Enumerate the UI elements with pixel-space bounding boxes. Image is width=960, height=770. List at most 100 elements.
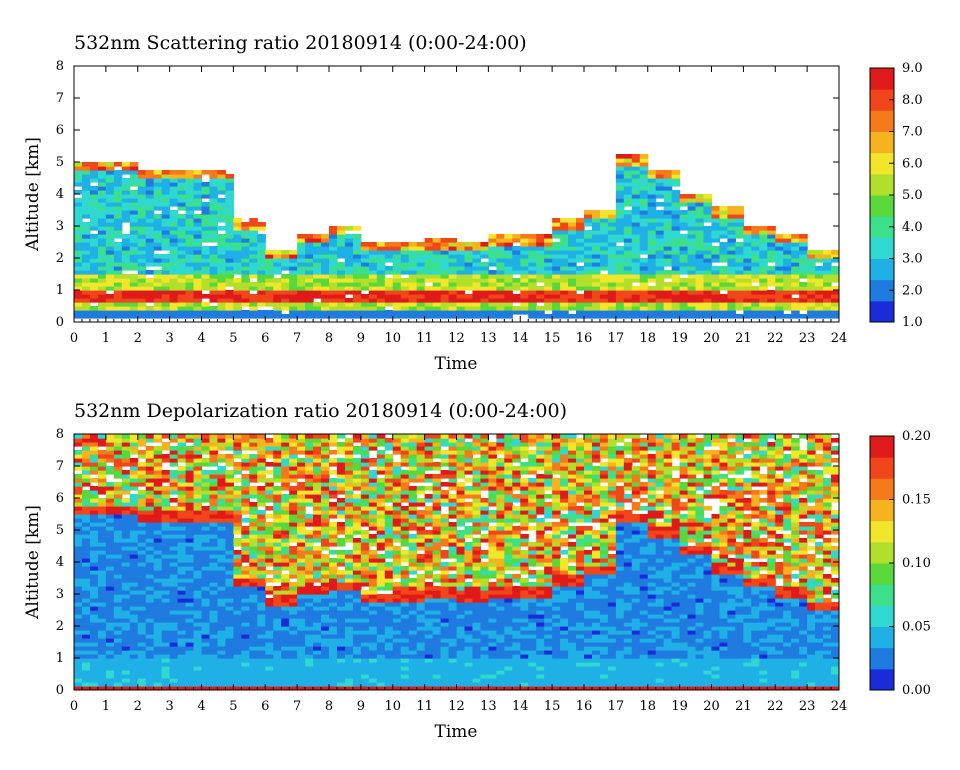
heatmap-cell — [591, 270, 601, 275]
heatmap-cell — [297, 438, 306, 443]
heatmap-cell — [289, 682, 298, 687]
heatmap-cell — [584, 314, 593, 319]
heatmap-cell — [344, 622, 354, 627]
heatmap-cell — [89, 542, 99, 547]
heatmap-cell — [289, 554, 298, 559]
heatmap-cell — [281, 446, 290, 451]
heatmap-cell — [456, 266, 466, 271]
heatmap-cell — [352, 650, 362, 655]
heatmap-cell — [153, 510, 163, 515]
heatmap-cell — [81, 198, 91, 203]
heatmap-cell — [305, 518, 314, 523]
heatmap-cell — [217, 678, 227, 683]
heatmap-cell — [719, 250, 729, 255]
heatmap-cell — [599, 218, 609, 223]
heatmap-cell — [121, 242, 131, 247]
heatmap-cell — [703, 298, 713, 303]
heatmap-cell — [137, 638, 147, 643]
heatmap-cell — [544, 306, 553, 311]
heatmap-cell — [735, 286, 744, 291]
heatmap-cell — [615, 290, 625, 295]
heatmap-cell — [711, 282, 721, 287]
heatmap-cell — [663, 250, 673, 255]
heatmap-cell — [831, 306, 839, 311]
heatmap-cell — [145, 574, 155, 579]
heatmap-cell — [121, 182, 131, 187]
heatmap-cell — [137, 298, 147, 303]
heatmap-cell — [209, 266, 219, 271]
heatmap-cell — [329, 258, 338, 263]
heatmap-cell — [153, 226, 163, 231]
heatmap-cell — [185, 594, 195, 599]
heatmap-cell — [241, 254, 250, 259]
heatmap-cell — [289, 294, 298, 299]
heatmap-cell — [241, 538, 250, 543]
heatmap-cell — [265, 302, 274, 307]
heatmap-cell — [376, 302, 386, 307]
heatmap-cell — [297, 250, 306, 255]
heatmap-cell — [671, 274, 681, 279]
heatmap-cell — [113, 570, 123, 575]
heatmap-cell — [344, 594, 354, 599]
heatmap-cell — [145, 310, 155, 315]
heatmap-cell — [137, 510, 147, 515]
heatmap-cell — [783, 242, 792, 247]
heatmap-cell — [289, 298, 298, 303]
heatmap-cell — [153, 170, 163, 175]
heatmap-cell — [113, 258, 123, 263]
heatmap-cell — [687, 254, 697, 259]
heatmap-cell — [193, 582, 203, 587]
heatmap-cell — [815, 274, 824, 279]
heatmap-cell — [544, 250, 553, 255]
heatmap-cell — [113, 538, 123, 543]
heatmap-cell — [297, 270, 306, 275]
heatmap-cell — [249, 650, 258, 655]
heatmap-cell — [161, 230, 171, 235]
heatmap-cell — [344, 550, 354, 555]
heatmap-cell — [217, 562, 227, 567]
heatmap-cell — [241, 650, 250, 655]
heatmap-cell — [257, 446, 266, 451]
heatmap-cell — [360, 266, 370, 271]
heatmap-cell — [129, 578, 139, 583]
heatmap-cell — [217, 610, 227, 615]
heatmap-cell — [456, 246, 466, 251]
heatmap-cell — [257, 522, 266, 527]
heatmap-cell — [161, 434, 171, 439]
heatmap-cell — [560, 278, 569, 283]
heatmap-cell — [791, 238, 800, 243]
heatmap-cell — [360, 306, 370, 311]
heatmap-cell — [775, 242, 784, 247]
heatmap-cell — [273, 514, 282, 519]
heatmap-cell — [161, 222, 171, 227]
heatmap-cell — [89, 298, 99, 303]
heatmap-cell — [225, 270, 234, 275]
heatmap-cell — [225, 302, 234, 307]
heatmap-cell — [137, 682, 147, 687]
heatmap-cell — [687, 214, 697, 219]
heatmap-cell — [113, 190, 123, 195]
heatmap-cell — [74, 482, 83, 487]
heatmap-cell — [623, 266, 633, 271]
heatmap-cell — [344, 530, 354, 535]
heatmap-cell — [193, 286, 203, 291]
heatmap-cell — [289, 646, 298, 651]
heatmap-cell — [623, 162, 633, 167]
heatmap-cell — [249, 446, 258, 451]
heatmap-cell — [456, 250, 466, 255]
heatmap-cell — [113, 310, 123, 315]
heatmap-cell — [201, 314, 211, 319]
heatmap-cell — [663, 258, 673, 263]
colorbar-tick-label: 4.0 — [902, 220, 923, 235]
heatmap-cell — [233, 674, 242, 679]
heatmap-cell — [305, 306, 314, 311]
heatmap-cell — [512, 278, 521, 283]
heatmap-cell — [815, 310, 824, 315]
heatmap-cell — [161, 274, 171, 279]
heatmap-cell — [336, 642, 346, 647]
heatmap-cell — [89, 190, 99, 195]
heatmap-cell — [161, 626, 171, 631]
heatmap-cell — [687, 270, 697, 275]
heatmap-cell — [464, 266, 474, 271]
heatmap-cell — [129, 670, 139, 675]
